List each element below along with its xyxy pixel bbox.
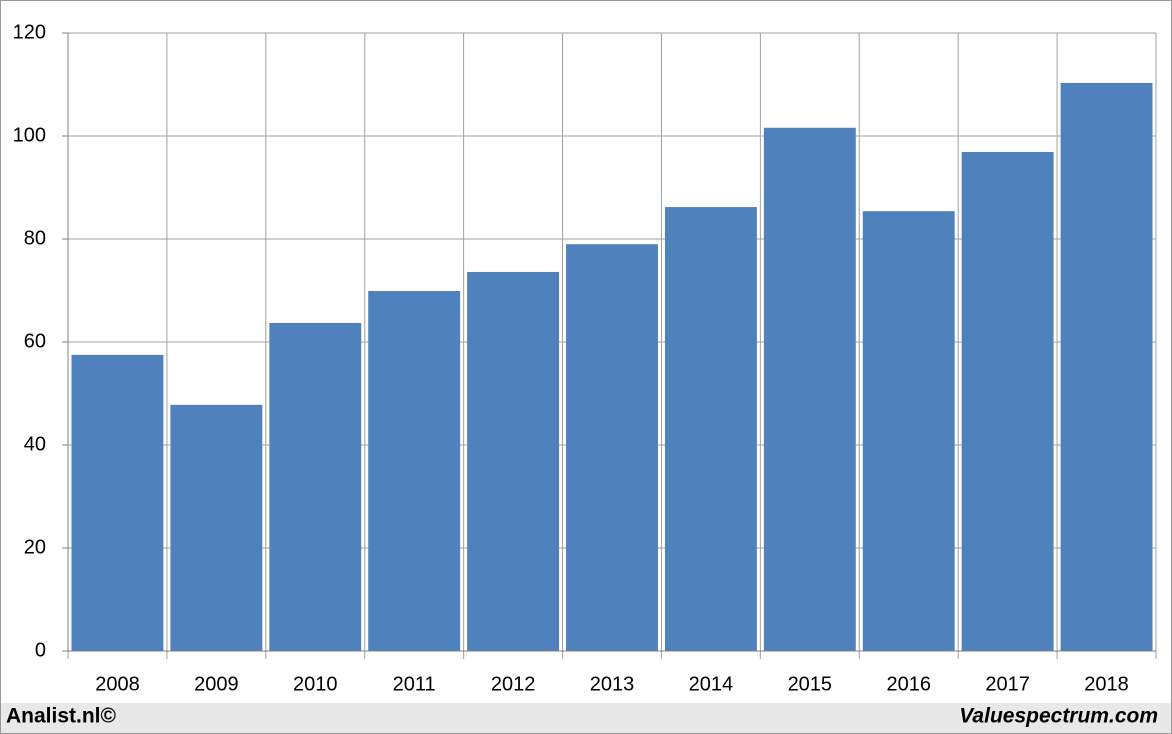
footer-right: Valuespectrum.com — [959, 705, 1158, 728]
y-tick-label: 120 — [13, 21, 46, 43]
x-tick-label: 2018 — [1084, 673, 1129, 695]
y-tick-label: 20 — [24, 536, 46, 558]
y-tick-label: 40 — [24, 433, 46, 455]
bar — [862, 211, 955, 651]
x-tick-label: 2011 — [393, 673, 436, 695]
x-tick-label: 2010 — [293, 673, 338, 695]
x-tick-label: 2016 — [886, 673, 931, 695]
x-tick-label: 2017 — [985, 673, 1030, 695]
y-tick-label: 100 — [13, 124, 46, 146]
bar — [368, 291, 461, 651]
y-tick-label: 0 — [35, 639, 46, 661]
x-tick-label: 2015 — [788, 673, 833, 695]
bar — [1060, 82, 1153, 651]
bar — [763, 127, 856, 651]
bar — [566, 244, 658, 651]
x-tick-label: 2013 — [590, 673, 635, 695]
bar — [269, 322, 362, 651]
x-tick-label: 2008 — [95, 673, 140, 695]
footer-band — [1, 703, 1171, 733]
y-tick-label: 60 — [24, 330, 46, 352]
bar — [664, 207, 757, 651]
x-tick-label: 2009 — [194, 673, 239, 695]
bar — [170, 404, 263, 651]
y-tick-label: 80 — [24, 227, 46, 249]
footer-left: Analist.nl© — [6, 705, 117, 728]
bar — [961, 151, 1054, 651]
bar — [467, 271, 560, 651]
bar — [71, 354, 164, 651]
x-tick-label: 2014 — [689, 673, 734, 695]
x-tick-label: 2012 — [491, 673, 536, 695]
